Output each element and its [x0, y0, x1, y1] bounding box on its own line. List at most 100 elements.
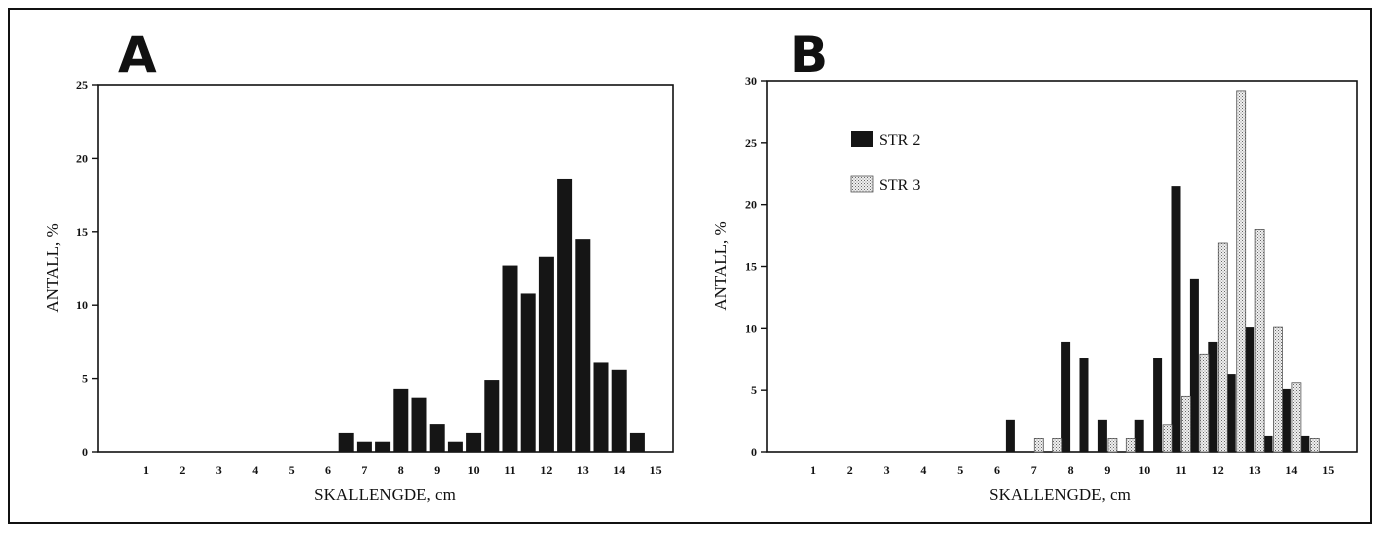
- x-tick-label: 1: [810, 463, 816, 477]
- figure-frame: [8, 8, 1372, 524]
- bar-str2: [1263, 435, 1273, 452]
- bar: [466, 432, 482, 452]
- y-tick-label: 15: [745, 260, 757, 274]
- bar: [393, 388, 409, 452]
- x-tick-label: 6: [325, 463, 331, 477]
- bar-str2: [1097, 419, 1107, 452]
- bar: [538, 256, 554, 452]
- bar-str3: [1291, 382, 1302, 453]
- bar-str3: [1254, 228, 1265, 453]
- x-tick-label: 8: [1068, 463, 1074, 477]
- panel-a-letter: A: [118, 26, 157, 84]
- bar-str2: [1281, 388, 1291, 452]
- bar-str2: [1134, 419, 1144, 452]
- y-tick-label: 0: [751, 445, 757, 459]
- x-tick-label: 3: [884, 463, 890, 477]
- y-tick-label: 10: [76, 298, 88, 312]
- bar-str3: [1181, 395, 1191, 453]
- bar: [429, 424, 445, 452]
- x-tick-label: 8: [398, 463, 404, 477]
- bar-str3: [1107, 437, 1118, 453]
- x-tick-label: 14: [613, 463, 625, 477]
- bar-str2: [1245, 327, 1255, 452]
- bar: [338, 432, 354, 452]
- y-tick-label: 25: [76, 78, 88, 92]
- x-tick-label: 3: [216, 463, 222, 477]
- bar-str3: [1217, 242, 1228, 453]
- bar-str2: [1005, 419, 1015, 452]
- y-tick-label: 25: [745, 136, 757, 150]
- x-tick-label: 9: [1104, 463, 1110, 477]
- panel-a-y-axis-label: ANTALL, %: [43, 223, 62, 312]
- bar-str2: [1079, 358, 1089, 452]
- x-tick-label: 2: [179, 463, 185, 477]
- bar: [502, 265, 518, 452]
- legend: STR 2 STR 3: [850, 131, 920, 194]
- y-tick-label: 15: [76, 225, 88, 239]
- x-tick-label: 14: [1285, 463, 1297, 477]
- y-tick-label: 30: [745, 74, 757, 88]
- bar-str3: [1052, 437, 1063, 453]
- y-tick-label: 20: [76, 151, 88, 165]
- bar-str2: [1189, 278, 1199, 452]
- bar: [356, 441, 372, 452]
- x-tick-label: 10: [1138, 463, 1150, 477]
- bar: [375, 441, 391, 452]
- x-tick-label: 13: [577, 463, 589, 477]
- bar: [593, 362, 609, 452]
- x-tick-label: 10: [468, 463, 480, 477]
- x-tick-label: 15: [650, 463, 662, 477]
- bar: [575, 239, 591, 452]
- x-tick-label: 12: [540, 463, 552, 477]
- panel-a-x-axis-label: SKALLENGDE, cm: [314, 485, 456, 504]
- bar-str2: [1153, 358, 1163, 452]
- bar: [611, 369, 627, 452]
- panel-b-y-axis-label: ANTALL, %: [711, 221, 730, 310]
- x-tick-label: 1: [143, 463, 149, 477]
- bar-str2: [1208, 341, 1218, 452]
- x-tick-label: 7: [1031, 463, 1037, 477]
- x-tick-label: 4: [920, 463, 926, 477]
- y-tick-label: 5: [751, 383, 757, 397]
- bar: [629, 432, 645, 452]
- bar-str3: [1125, 437, 1136, 453]
- y-tick-label: 20: [745, 198, 757, 212]
- bar-str3: [1162, 424, 1173, 453]
- bar-str3: [1309, 437, 1320, 453]
- bar: [411, 397, 427, 452]
- x-tick-label: 5: [957, 463, 963, 477]
- bar-str3: [1273, 326, 1283, 453]
- panel-b-letter: B: [790, 26, 828, 84]
- bar-str2: [1061, 341, 1071, 452]
- x-tick-label: 7: [361, 463, 367, 477]
- x-tick-label: 5: [289, 463, 295, 477]
- x-tick-label: 6: [994, 463, 1000, 477]
- x-tick-label: 2: [847, 463, 853, 477]
- y-tick-label: 10: [745, 321, 757, 335]
- legend-label-str3: STR 3: [879, 177, 920, 194]
- bar-str3: [1236, 90, 1247, 453]
- bar-str3: [1199, 353, 1210, 453]
- bar-str2: [1226, 374, 1236, 452]
- x-tick-label: 12: [1212, 463, 1224, 477]
- panel-b-x-axis-label: SKALLENGDE, cm: [989, 485, 1131, 504]
- legend-swatch-str3: [850, 175, 874, 193]
- bar: [484, 380, 500, 452]
- legend-swatch-str2: [851, 131, 873, 147]
- bar-str3: [1033, 437, 1044, 453]
- bar-str2: [1171, 186, 1181, 452]
- bar: [520, 293, 536, 452]
- y-tick-label: 0: [82, 445, 88, 459]
- bar: [557, 178, 573, 452]
- x-tick-label: 11: [504, 463, 515, 477]
- bar: [447, 441, 463, 452]
- legend-label-str2: STR 2: [879, 132, 920, 149]
- x-tick-label: 4: [252, 463, 258, 477]
- x-tick-label: 15: [1322, 463, 1334, 477]
- x-tick-label: 11: [1175, 463, 1186, 477]
- x-tick-label: 9: [434, 463, 440, 477]
- x-tick-label: 13: [1249, 463, 1261, 477]
